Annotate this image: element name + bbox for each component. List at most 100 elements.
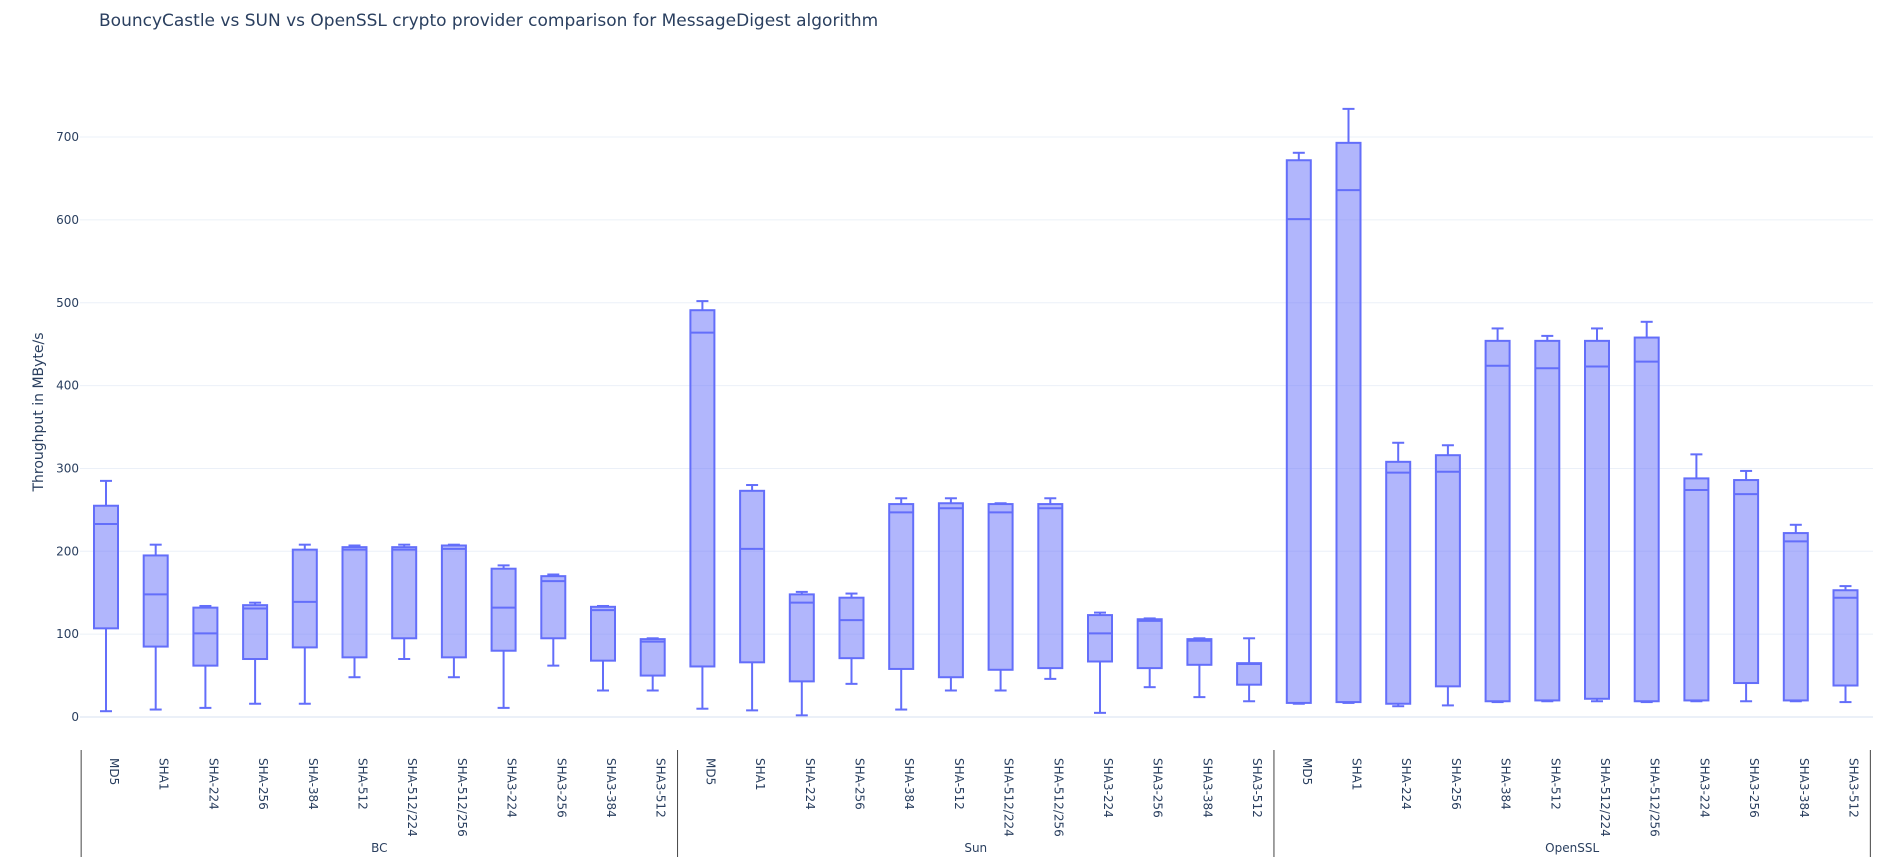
x-tick-label: SHA-512/224: [1598, 758, 1612, 837]
x-tick-label: SHA3-256: [554, 758, 568, 818]
x-tick-label: SHA-256: [256, 758, 270, 810]
box-iqr: [1186, 638, 1213, 666]
box-bc-sha-224: [192, 604, 219, 709]
box-sun-sha3-256: [1136, 617, 1163, 689]
box-sun-sha-384: [888, 497, 915, 711]
y-gridlines: [80, 136, 1873, 718]
x-tick-label: SHA3-256: [1151, 758, 1165, 818]
box-sun-sha-512: [937, 497, 964, 692]
x-tick-label: MD5: [107, 758, 121, 785]
box-openssl-sha3-384: [1782, 523, 1809, 703]
x-tick-label: SHA-224: [206, 758, 220, 810]
box-iqr: [1087, 614, 1113, 663]
y-tick-label-100: 100: [56, 627, 79, 641]
box-iqr: [540, 575, 567, 640]
box-iqr: [1385, 460, 1412, 705]
y-tick-label-500: 500: [56, 296, 79, 310]
box-iqr: [1584, 339, 1610, 700]
x-tick-label: SHA-512: [1548, 758, 1562, 810]
box-iqr: [987, 503, 1014, 671]
x-tick-label: SHA3-384: [1200, 758, 1214, 818]
x-tick-label: SHA3-384: [604, 758, 618, 818]
box-iqr: [242, 604, 269, 661]
y-tick-label-700: 700: [56, 130, 79, 144]
box-openssl-sha-224: [1385, 441, 1412, 708]
box-iqr: [1733, 479, 1760, 685]
box-iqr: [1534, 339, 1561, 702]
box-openssl-sha1: [1335, 107, 1362, 704]
box-openssl-md5: [1285, 151, 1312, 705]
x-tick-label: SHA1: [157, 758, 171, 790]
box-iqr: [341, 546, 368, 659]
x-tick-label: SHA-512: [356, 758, 370, 810]
box-bc-sha3-256: [540, 573, 567, 667]
box-sun-md5: [689, 300, 716, 710]
box-iqr: [391, 546, 418, 640]
y-tick-label-0: 0: [71, 710, 79, 724]
x-tick-label: MD5: [1300, 758, 1314, 785]
box-iqr: [1434, 454, 1461, 688]
x-tick-label: SHA1: [1350, 758, 1364, 790]
box-bc-sha-512-256: [440, 543, 467, 679]
box-openssl-sha3-512: [1832, 585, 1859, 704]
box-bc-sha1: [142, 543, 169, 711]
x-tick-label: MD5: [703, 758, 717, 785]
x-tick-label: SHA3-512: [1250, 758, 1264, 818]
box-iqr: [838, 596, 865, 660]
box-sun-sha3-512: [1236, 637, 1263, 703]
x-tick-label: SHA-384: [1499, 758, 1513, 810]
x-tick-label: SHA3-512: [654, 758, 668, 818]
x-tick-label: SHA3-256: [1747, 758, 1761, 818]
box-bc-sha-384: [291, 543, 318, 705]
group-label-openssl: OpenSSL: [1545, 841, 1599, 855]
box-sun-sha-256: [838, 592, 865, 685]
box-bc-sha3-384: [590, 604, 616, 692]
x-tick-label: SHA-512/224: [405, 758, 419, 837]
box-iqr: [937, 502, 964, 679]
box-bc-md5: [93, 479, 119, 713]
x-tick-label: SHA-384: [306, 758, 320, 810]
box-openssl-sha-512: [1534, 334, 1561, 703]
y-axis-label: Throughput in MByte/s: [31, 332, 47, 492]
x-tick-label: SHA-512/224: [1002, 758, 1016, 837]
box-iqr: [1484, 339, 1511, 703]
x-tick-label: SHA3-224: [505, 758, 519, 818]
x-tick-label: SHA-256: [1449, 758, 1463, 810]
box-openssl-sha-384: [1484, 327, 1511, 704]
box-openssl-sha3-224: [1683, 453, 1710, 703]
x-tick-label: SHA-512/256: [1648, 758, 1662, 837]
box-bc-sha-512-224: [391, 543, 418, 661]
box-iqr: [142, 554, 169, 648]
box-series: [93, 107, 1859, 717]
x-tick-label: SHA-224: [1399, 758, 1413, 810]
y-axis-ticks: 0 100 200 300 400 500 600 700: [56, 130, 79, 724]
x-tick-label: SHA-224: [803, 758, 817, 810]
box-sun-sha-512-256: [1037, 497, 1064, 680]
box-openssl-sha-512-224: [1584, 327, 1610, 703]
box-openssl-sha-256: [1434, 444, 1461, 707]
box-iqr: [888, 503, 915, 670]
group-label-bc: BC: [371, 841, 387, 855]
box-iqr: [639, 638, 666, 677]
x-tick-label: SHA3-224: [1697, 758, 1711, 818]
x-tick-label: SHA3-384: [1797, 758, 1811, 818]
y-tick-label-300: 300: [56, 461, 79, 475]
y-tick-label-600: 600: [56, 213, 79, 227]
chart-title: BouncyCastle vs SUN vs OpenSSL crypto pr…: [99, 11, 878, 31]
box-iqr: [1136, 618, 1163, 670]
box-sun-sha-224: [788, 590, 815, 717]
box-iqr: [490, 567, 517, 652]
box-iqr: [1832, 589, 1859, 687]
box-iqr: [739, 489, 766, 664]
box-sun-sha3-224: [1087, 611, 1113, 714]
box-bc-sha3-224: [490, 564, 517, 709]
x-tick-label: SHA-512/256: [455, 758, 469, 837]
box-iqr: [192, 606, 219, 667]
y-tick-label-400: 400: [56, 379, 79, 393]
x-tick-label: SHA1: [753, 758, 767, 790]
box-iqr: [1782, 532, 1809, 702]
box-openssl-sha-512-256: [1633, 320, 1660, 704]
box-bc-sha-256: [242, 601, 269, 705]
box-iqr: [1683, 477, 1710, 702]
